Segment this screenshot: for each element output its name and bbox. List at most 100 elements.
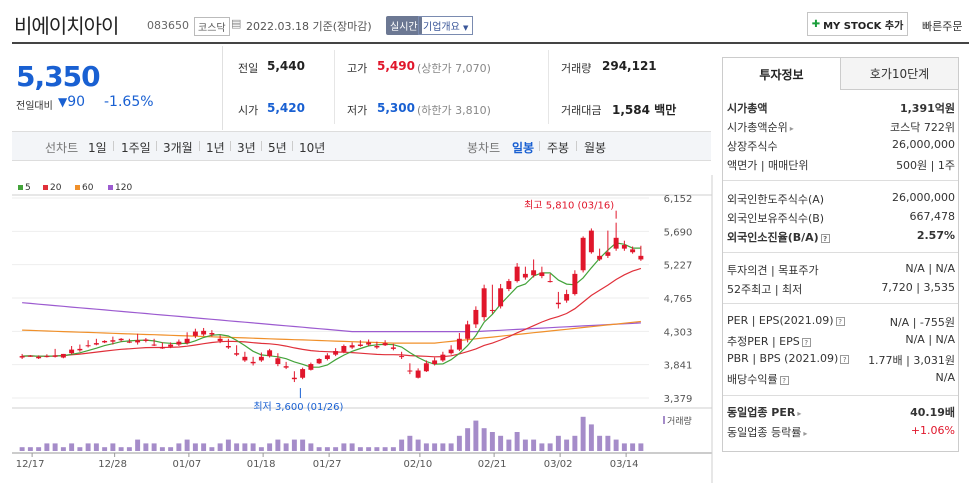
volume-bar xyxy=(481,428,487,451)
help-icon[interactable]: ? xyxy=(820,233,830,243)
candle-body xyxy=(242,356,248,361)
candle-daily[interactable]: 일봉 xyxy=(512,141,535,155)
help-icon[interactable]: ? xyxy=(779,375,789,385)
volume-bar xyxy=(110,443,116,451)
help-icon[interactable]: ? xyxy=(835,316,845,326)
period-5y[interactable]: 5년 xyxy=(268,141,287,155)
help-icon[interactable]: ? xyxy=(840,354,850,364)
volume-bar xyxy=(531,439,537,451)
candle-body xyxy=(19,356,25,358)
ma60-line xyxy=(22,320,641,344)
volume-bar xyxy=(300,439,306,451)
info-value: 1,391억원 xyxy=(899,102,955,115)
period-separator xyxy=(199,141,200,151)
chevron-right-icon[interactable]: ▸ xyxy=(797,409,802,418)
x-tick-label: 12/17 xyxy=(16,459,45,470)
volume-bar xyxy=(168,447,174,451)
volume-bar xyxy=(498,435,504,451)
date-text: 2022.03.18 기준(장마감) xyxy=(246,20,372,33)
volume-bar xyxy=(27,447,33,451)
tab-invest-info[interactable]: 투자정보 xyxy=(723,58,841,90)
candle-body xyxy=(630,249,636,253)
quick-order-link[interactable]: 빠른주문 xyxy=(922,20,963,33)
y-tick-label: 5,690 xyxy=(664,227,693,238)
info-row-sector-per: 동일업종 PER ▸ 40.19배 xyxy=(727,404,955,420)
period-1y[interactable]: 1년 xyxy=(206,141,225,155)
volume-bar xyxy=(514,432,520,451)
candle-body xyxy=(126,341,132,343)
volume-bar xyxy=(407,435,413,451)
candle-body xyxy=(613,237,619,249)
chevron-right-icon[interactable]: ▸ xyxy=(803,429,808,438)
candle-body xyxy=(506,281,512,290)
candle-body xyxy=(316,358,322,364)
volume-bar xyxy=(564,439,570,451)
y-tick-label: 3,379 xyxy=(664,394,693,405)
tab-hoga-10[interactable]: 호가10단계 xyxy=(841,58,958,90)
candle-body xyxy=(432,360,438,365)
company-info-button[interactable]: 기업개요 ▼ xyxy=(418,16,474,35)
candle-body xyxy=(399,356,405,358)
period-3y[interactable]: 3년 xyxy=(237,141,256,155)
info-row-par-value: 액면가 | 매매단위 500원 | 1주 xyxy=(727,157,955,173)
candle-body xyxy=(176,341,182,345)
period-separator xyxy=(230,141,231,151)
y-tick-label: 4,303 xyxy=(664,327,693,338)
volume-bar xyxy=(366,447,372,451)
volume-bar xyxy=(324,447,330,451)
info-label: 시가총액 xyxy=(727,102,768,115)
candle-weekly[interactable]: 주봉 xyxy=(547,141,570,155)
volume-bar xyxy=(473,420,479,451)
period-1w[interactable]: 1주일 xyxy=(121,141,151,155)
volume-bar xyxy=(283,443,289,451)
volume-bar xyxy=(184,439,190,451)
candle-body xyxy=(60,353,66,358)
volume-bar xyxy=(52,443,58,451)
info-row-sector-change: 동일업종 등락률 ▸ +1.06% xyxy=(727,424,955,440)
my-stock-label: MY STOCK 추가 xyxy=(823,20,904,32)
volume-bar xyxy=(605,435,611,451)
info-row-dividend: 배당수익률? N/A xyxy=(727,371,955,387)
x-tick-label: 01/07 xyxy=(172,459,201,470)
period-1d[interactable]: 1일 xyxy=(88,141,107,155)
legend-label: 120 xyxy=(115,183,133,193)
volume-bar xyxy=(506,439,512,451)
legend-swatch xyxy=(75,185,80,190)
period-10y[interactable]: 10년 xyxy=(299,141,326,155)
candle-body xyxy=(374,345,380,348)
lower-limit: (하한가 3,810) xyxy=(417,104,491,117)
stock-code: 083650 xyxy=(147,19,189,32)
candle-body xyxy=(605,252,611,256)
candle-body xyxy=(572,273,578,295)
candle-body xyxy=(473,309,479,325)
stock-chart[interactable]: 6,152 5,690 5,227 4,765 4,303 3,841 3,379 12/17… xyxy=(0,0,720,483)
my-stock-add-button[interactable]: ✚ MY STOCK 추가 xyxy=(807,12,908,36)
candle-monthly[interactable]: 월봉 xyxy=(584,141,607,155)
period-3m[interactable]: 3개월 xyxy=(163,141,193,155)
legend-swatch xyxy=(43,185,48,190)
info-value: N/A | -755원 xyxy=(889,316,955,329)
candle-body xyxy=(93,343,99,345)
x-tick-label: 01/27 xyxy=(313,459,342,470)
info-label: 투자의견 | 목표주가 xyxy=(727,264,819,277)
x-tick-label: 01/18 xyxy=(247,459,276,470)
candle-body xyxy=(225,345,231,348)
volume-label: 거래량 xyxy=(667,415,692,427)
candle-body xyxy=(44,356,50,358)
y-tick-label: 6,152 xyxy=(664,194,693,205)
realtime-badge[interactable]: 실시간 xyxy=(386,16,422,35)
volume-bar xyxy=(44,443,50,451)
legend-ma20: 20 xyxy=(43,183,61,193)
info-label-text: 추정PER | EPS xyxy=(727,335,800,348)
candle-body xyxy=(440,354,446,361)
info-label-text: 외국인소진율(B/A) xyxy=(727,231,819,244)
candle-body xyxy=(349,345,355,348)
candle-body xyxy=(69,349,75,354)
info-value: 40.19배 xyxy=(910,406,955,419)
volume-bar xyxy=(258,447,264,451)
volume-bar xyxy=(60,447,66,451)
candle-body xyxy=(498,288,504,307)
candle-body xyxy=(531,270,537,276)
chevron-right-icon[interactable]: ▸ xyxy=(789,124,794,133)
help-icon[interactable]: ? xyxy=(801,337,811,347)
